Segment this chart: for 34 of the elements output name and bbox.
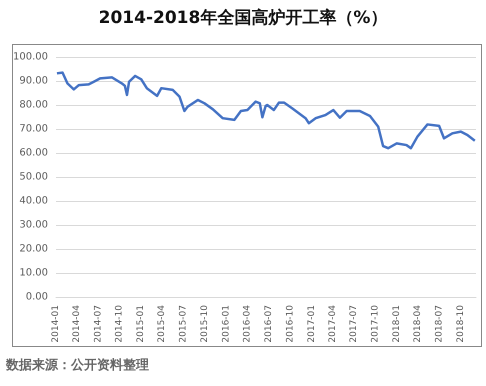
x-tick-label: 2017-07 — [349, 305, 360, 343]
source-note: 数据来源：公开资料整理 — [6, 357, 149, 374]
y-tick-label: 20.00 — [19, 244, 48, 254]
x-tick-label: 2017-04 — [328, 304, 338, 343]
x-tick-label: 2018-07 — [434, 305, 444, 343]
x-tick-label: 2015-04 — [157, 304, 168, 343]
line-series — [56, 71, 476, 150]
x-tick-label: 2018-10 — [456, 304, 466, 343]
x-tick-label: 2014-01 — [51, 305, 61, 343]
x-tick-label: 2015-10 — [200, 304, 210, 343]
x-tick-label: 2016-04 — [242, 304, 253, 343]
chart-title: 2014-2018年全国高炉开工率（%） — [98, 7, 388, 29]
y-tick-label: 80.00 — [19, 100, 48, 110]
y-tick-label: 70.00 — [19, 124, 48, 134]
x-tick-label: 2015-01 — [136, 305, 146, 343]
x-tick-label: 2018-04 — [413, 304, 424, 343]
x-tick-label: 2016-01 — [221, 305, 232, 343]
x-tick-label: 2014-10 — [114, 304, 125, 343]
y-tick-label: 100.00 — [13, 52, 48, 62]
x-tick-label: 2015-07 — [178, 305, 188, 343]
y-tick-label: 90.00 — [19, 76, 48, 86]
x-tick-label: 2016-07 — [264, 305, 274, 343]
x-tick-label: 2018-01 — [392, 305, 402, 343]
x-tick-label: 2014-04 — [72, 304, 82, 343]
y-tick-label: 40.00 — [19, 196, 48, 206]
x-tick-label: 2014-07 — [93, 305, 104, 343]
y-tick-label: 0.00 — [26, 292, 48, 302]
y-tick-label: 10.00 — [19, 268, 48, 278]
x-tick-label: 2017-10 — [370, 304, 381, 343]
y-tick-label: 50.00 — [19, 172, 48, 182]
x-tick-label: 2016-10 — [285, 304, 296, 343]
y-tick-label: 60.00 — [19, 148, 48, 158]
y-tick-label: 30.00 — [19, 220, 48, 230]
x-tick-label: 2017-01 — [306, 305, 317, 343]
